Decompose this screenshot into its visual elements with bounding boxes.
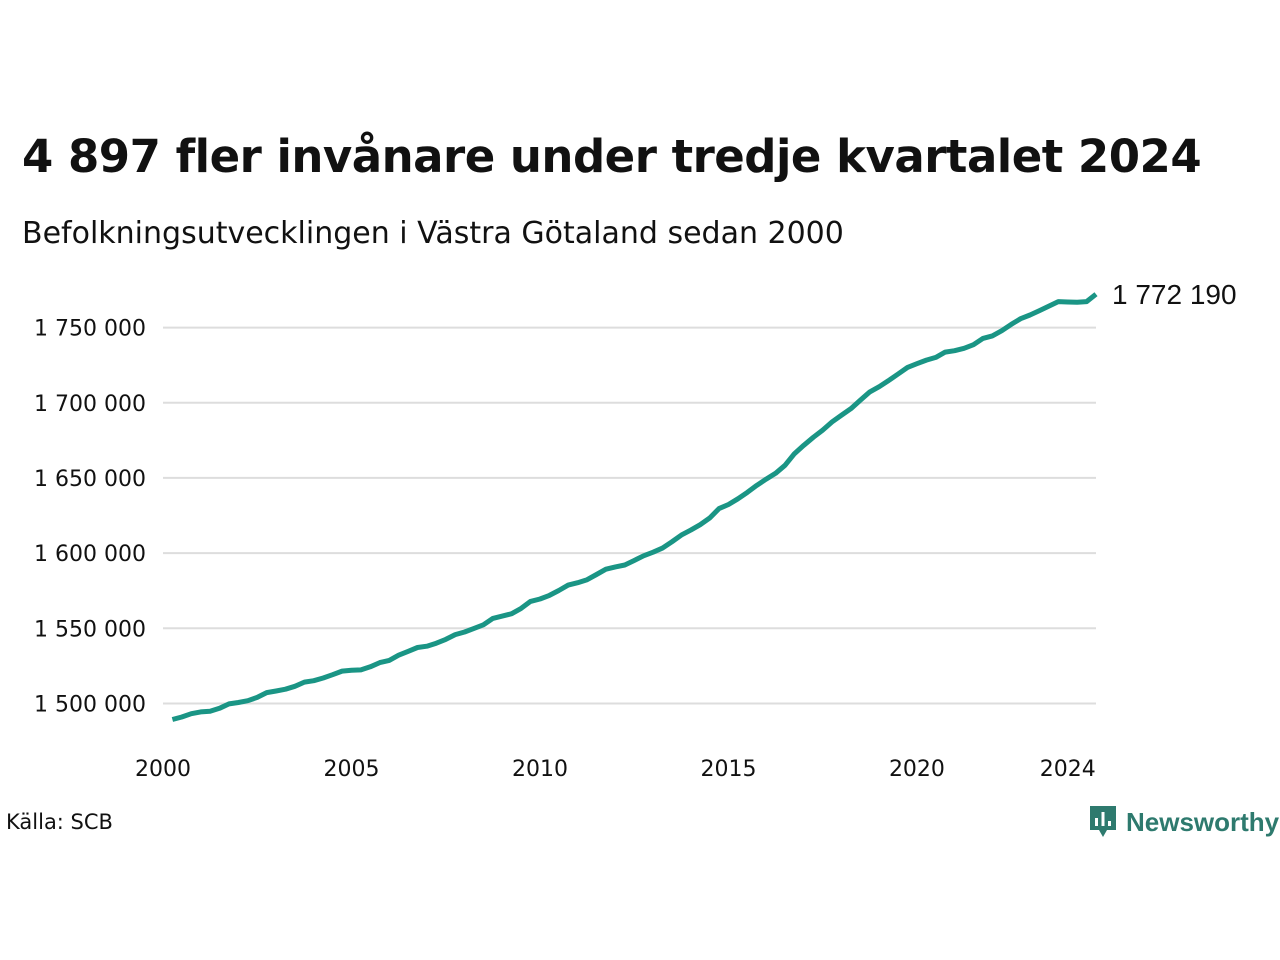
gridlines [163, 326, 1096, 705]
chart-title: 4 897 fler invånare under tredje kvartal… [22, 130, 1202, 183]
end-value-label: 1 772 190 [1112, 279, 1237, 310]
x-tick-label: 2020 [889, 757, 945, 782]
x-tick-label: 2015 [700, 757, 756, 782]
y-tick-label: 1 550 000 [34, 617, 146, 642]
y-tick-label: 1 500 000 [34, 692, 146, 717]
x-axis-ticks: 2000 2005 2010 2015 2020 2024 [135, 757, 1096, 782]
brand-name: Newsworthy [1126, 806, 1280, 837]
brand-logo: Newsworthy [1088, 804, 1279, 840]
y-tick-label: 1 750 000 [34, 317, 146, 342]
y-axis-ticks: 1 500 000 1 550 000 1 600 000 1 650 000 1 70… [34, 317, 146, 718]
newsworthy-logo-icon [1090, 806, 1116, 837]
y-tick-label: 1 700 000 [34, 392, 146, 417]
y-tick-label: 1 600 000 [34, 542, 146, 567]
series-line-population [171, 292, 1098, 722]
source-note: Källa: SCB [6, 810, 113, 834]
x-tick-label: 2010 [512, 757, 568, 782]
x-tick-label: 2024 [1040, 757, 1096, 782]
x-tick-label: 2005 [323, 757, 379, 782]
chart-subtitle: Befolkningsutvecklingen i Västra Götalan… [22, 216, 844, 251]
x-tick-label: 2000 [135, 757, 191, 782]
y-tick-label: 1 650 000 [34, 467, 146, 492]
